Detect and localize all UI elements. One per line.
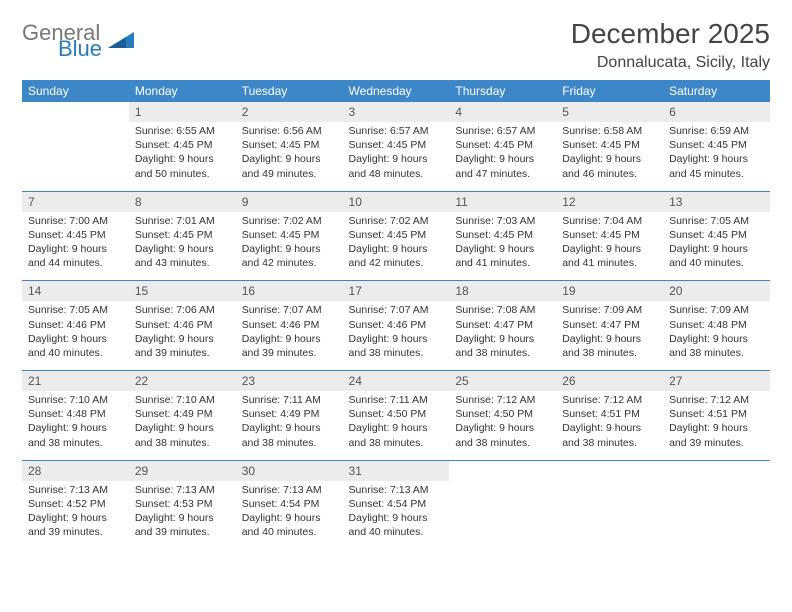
day-number-cell: 8 xyxy=(129,192,236,212)
weekday-header: Monday xyxy=(129,80,236,102)
day-info-cell: Sunrise: 6:57 AMSunset: 4:45 PMDaylight:… xyxy=(449,122,556,191)
location: Donnalucata, Sicily, Italy xyxy=(571,54,770,72)
day-number-cell xyxy=(556,461,663,481)
day-number-cell xyxy=(449,461,556,481)
day-info-cell: Sunrise: 7:00 AMSunset: 4:45 PMDaylight:… xyxy=(22,212,129,281)
month-title: December 2025 xyxy=(571,18,770,50)
day-number-cell: 9 xyxy=(236,192,343,212)
day-info-cell: Sunrise: 7:09 AMSunset: 4:48 PMDaylight:… xyxy=(663,301,770,370)
title-block: December 2025 Donnalucata, Sicily, Italy xyxy=(571,18,770,72)
day-number-row: 78910111213 xyxy=(22,192,770,212)
day-number-cell: 2 xyxy=(236,102,343,122)
day-number-cell: 25 xyxy=(449,371,556,391)
day-info-cell: Sunrise: 6:59 AMSunset: 4:45 PMDaylight:… xyxy=(663,122,770,191)
day-info-cell: Sunrise: 7:10 AMSunset: 4:48 PMDaylight:… xyxy=(22,391,129,460)
day-number-cell: 17 xyxy=(343,281,450,301)
day-info-row: Sunrise: 7:05 AMSunset: 4:46 PMDaylight:… xyxy=(22,301,770,370)
weekday-header: Saturday xyxy=(663,80,770,102)
day-info-cell: Sunrise: 6:56 AMSunset: 4:45 PMDaylight:… xyxy=(236,122,343,191)
day-info-cell: Sunrise: 7:05 AMSunset: 4:46 PMDaylight:… xyxy=(22,301,129,370)
day-info-cell xyxy=(556,481,663,550)
day-info-cell xyxy=(22,122,129,191)
day-number-cell: 13 xyxy=(663,192,770,212)
day-info-cell: Sunrise: 7:12 AMSunset: 4:50 PMDaylight:… xyxy=(449,391,556,460)
day-info-cell: Sunrise: 7:05 AMSunset: 4:45 PMDaylight:… xyxy=(663,212,770,281)
day-info-cell: Sunrise: 7:01 AMSunset: 4:45 PMDaylight:… xyxy=(129,212,236,281)
day-number-cell: 21 xyxy=(22,371,129,391)
weekday-header: Tuesday xyxy=(236,80,343,102)
day-number-cell: 18 xyxy=(449,281,556,301)
day-number-cell: 5 xyxy=(556,102,663,122)
day-info-cell: Sunrise: 7:13 AMSunset: 4:52 PMDaylight:… xyxy=(22,481,129,550)
day-number-cell: 4 xyxy=(449,102,556,122)
day-info-row: Sunrise: 7:13 AMSunset: 4:52 PMDaylight:… xyxy=(22,481,770,550)
day-info-cell: Sunrise: 7:07 AMSunset: 4:46 PMDaylight:… xyxy=(343,301,450,370)
day-info-cell: Sunrise: 7:12 AMSunset: 4:51 PMDaylight:… xyxy=(663,391,770,460)
day-info-cell: Sunrise: 7:11 AMSunset: 4:49 PMDaylight:… xyxy=(236,391,343,460)
day-number-cell: 3 xyxy=(343,102,450,122)
day-info-cell: Sunrise: 6:58 AMSunset: 4:45 PMDaylight:… xyxy=(556,122,663,191)
day-number-cell: 19 xyxy=(556,281,663,301)
day-info-row: Sunrise: 6:55 AMSunset: 4:45 PMDaylight:… xyxy=(22,122,770,191)
day-info-cell: Sunrise: 7:08 AMSunset: 4:47 PMDaylight:… xyxy=(449,301,556,370)
day-number-row: 21222324252627 xyxy=(22,371,770,391)
day-info-cell: Sunrise: 7:09 AMSunset: 4:47 PMDaylight:… xyxy=(556,301,663,370)
day-number-cell: 23 xyxy=(236,371,343,391)
header: General Blue December 2025 Donnalucata, … xyxy=(22,18,770,72)
day-info-cell: Sunrise: 7:13 AMSunset: 4:54 PMDaylight:… xyxy=(343,481,450,550)
day-number-row: 28293031 xyxy=(22,461,770,481)
day-number-cell: 15 xyxy=(129,281,236,301)
day-info-cell: Sunrise: 7:10 AMSunset: 4:49 PMDaylight:… xyxy=(129,391,236,460)
brand-logo: General Blue xyxy=(22,18,134,60)
day-info-cell: Sunrise: 7:13 AMSunset: 4:53 PMDaylight:… xyxy=(129,481,236,550)
calendar-page: General Blue December 2025 Donnalucata, … xyxy=(0,0,792,549)
day-number-cell: 30 xyxy=(236,461,343,481)
day-number-cell xyxy=(22,102,129,122)
day-info-cell: Sunrise: 7:11 AMSunset: 4:50 PMDaylight:… xyxy=(343,391,450,460)
day-info-cell: Sunrise: 7:03 AMSunset: 4:45 PMDaylight:… xyxy=(449,212,556,281)
day-info-cell: Sunrise: 7:06 AMSunset: 4:46 PMDaylight:… xyxy=(129,301,236,370)
weekday-header: Friday xyxy=(556,80,663,102)
day-number-cell: 27 xyxy=(663,371,770,391)
day-number-cell: 12 xyxy=(556,192,663,212)
day-info-cell: Sunrise: 6:55 AMSunset: 4:45 PMDaylight:… xyxy=(129,122,236,191)
day-info-row: Sunrise: 7:00 AMSunset: 4:45 PMDaylight:… xyxy=(22,212,770,281)
day-number-cell: 6 xyxy=(663,102,770,122)
weekday-header: Sunday xyxy=(22,80,129,102)
day-info-cell xyxy=(663,481,770,550)
weekday-header: Wednesday xyxy=(343,80,450,102)
day-number-cell: 7 xyxy=(22,192,129,212)
day-number-cell: 29 xyxy=(129,461,236,481)
day-info-cell: Sunrise: 7:02 AMSunset: 4:45 PMDaylight:… xyxy=(236,212,343,281)
weekday-header-row: Sunday Monday Tuesday Wednesday Thursday… xyxy=(22,80,770,102)
day-number-cell: 22 xyxy=(129,371,236,391)
day-number-cell: 26 xyxy=(556,371,663,391)
day-info-cell xyxy=(449,481,556,550)
calendar-table: Sunday Monday Tuesday Wednesday Thursday… xyxy=(22,80,770,549)
day-info-cell: Sunrise: 7:07 AMSunset: 4:46 PMDaylight:… xyxy=(236,301,343,370)
day-number-cell: 28 xyxy=(22,461,129,481)
day-number-cell: 14 xyxy=(22,281,129,301)
day-number-row: 14151617181920 xyxy=(22,281,770,301)
day-number-row: 123456 xyxy=(22,102,770,122)
day-info-row: Sunrise: 7:10 AMSunset: 4:48 PMDaylight:… xyxy=(22,391,770,460)
day-info-cell: Sunrise: 6:57 AMSunset: 4:45 PMDaylight:… xyxy=(343,122,450,191)
day-number-cell: 31 xyxy=(343,461,450,481)
day-number-cell: 24 xyxy=(343,371,450,391)
day-number-cell: 10 xyxy=(343,192,450,212)
day-info-cell: Sunrise: 7:04 AMSunset: 4:45 PMDaylight:… xyxy=(556,212,663,281)
day-number-cell: 20 xyxy=(663,281,770,301)
day-number-cell xyxy=(663,461,770,481)
day-info-cell: Sunrise: 7:13 AMSunset: 4:54 PMDaylight:… xyxy=(236,481,343,550)
weekday-header: Thursday xyxy=(449,80,556,102)
brand-word-2: Blue xyxy=(58,38,102,60)
brand-triangle-icon xyxy=(108,32,134,52)
day-number-cell: 11 xyxy=(449,192,556,212)
day-info-cell: Sunrise: 7:02 AMSunset: 4:45 PMDaylight:… xyxy=(343,212,450,281)
day-number-cell: 16 xyxy=(236,281,343,301)
day-number-cell: 1 xyxy=(129,102,236,122)
day-info-cell: Sunrise: 7:12 AMSunset: 4:51 PMDaylight:… xyxy=(556,391,663,460)
